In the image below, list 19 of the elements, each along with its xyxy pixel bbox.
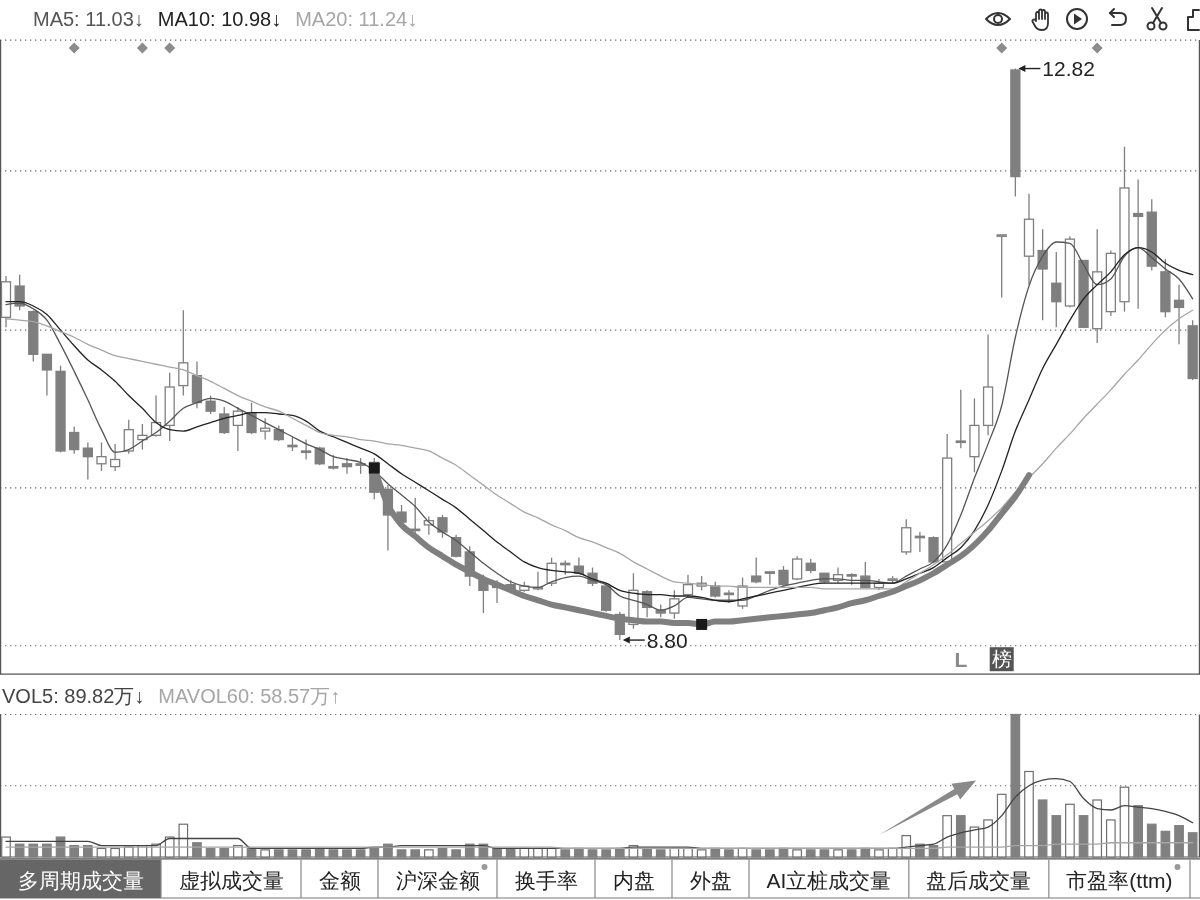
text: 虚拟成交量 [178, 869, 284, 892]
text: MA10: 10.98↓ [157, 8, 282, 30]
text: AI立桩成交量 [766, 869, 892, 892]
annotation: 榜 [991, 648, 1012, 671]
text: 金额 [318, 869, 361, 892]
text: VOL5: 89.82万↓ [2, 685, 145, 707]
annotation: 12.82 [1042, 57, 1095, 81]
annotation: L [954, 648, 968, 672]
text: 换手率 [514, 869, 578, 892]
text: 沪深金额 [395, 869, 480, 892]
annotation: 8.80 [646, 628, 688, 652]
text: MA5: 11.03↓ [33, 8, 144, 30]
text: 盘后成交量 [926, 869, 1032, 892]
text: 市盈率(ttm) [1066, 869, 1173, 892]
text: 多周期成交量 [17, 869, 144, 892]
text: MAVOL60: 58.57万↑ [158, 685, 341, 707]
text: 内盘 [612, 869, 655, 892]
text: 外盘 [689, 869, 732, 892]
text: MA20: 11.24↓ [295, 8, 418, 30]
